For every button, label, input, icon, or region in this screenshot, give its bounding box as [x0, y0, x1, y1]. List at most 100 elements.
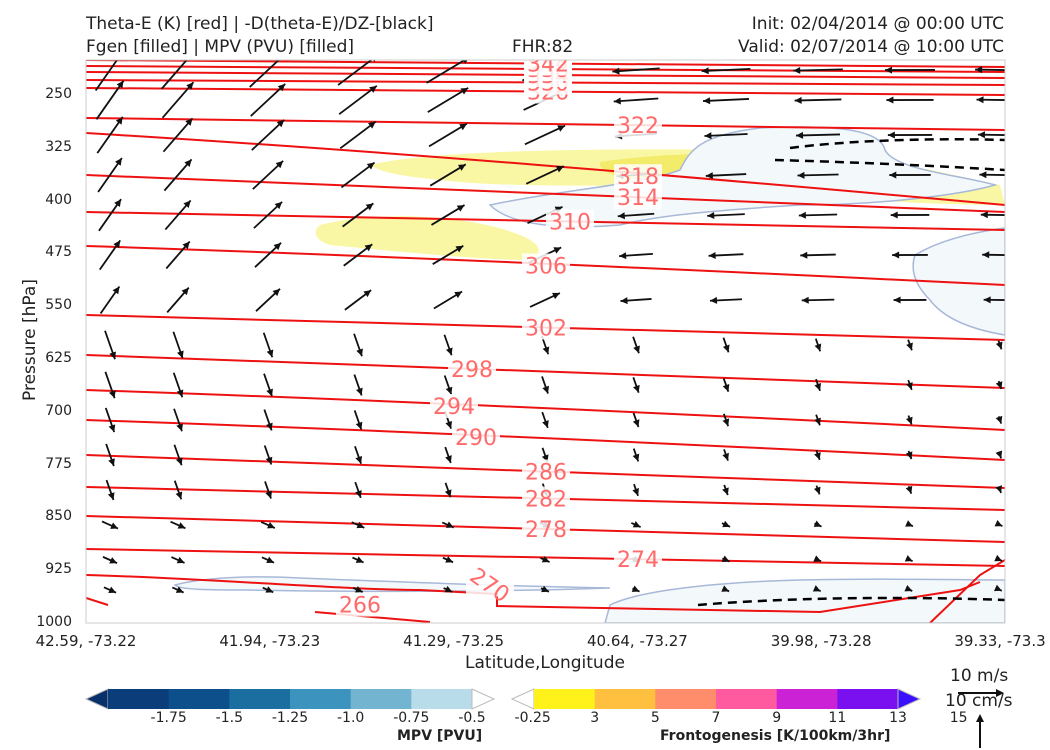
y-tick-label: 700	[45, 402, 72, 419]
wind-arrowhead	[364, 244, 373, 252]
wind-arrow	[796, 133, 840, 137]
wind-arrowhead	[980, 211, 988, 219]
valid-time: Valid: 02/07/2014 @ 10:00 UTC	[738, 37, 1004, 57]
wind-arrowhead	[704, 132, 712, 140]
contour-label-bg	[522, 486, 570, 511]
wind-arrowhead	[183, 200, 191, 209]
theta-e-label: 278	[525, 518, 567, 543]
wind-arrowhead	[175, 586, 184, 593]
x-tick-label: 42.59, -73.22	[35, 632, 137, 650]
wind-arrowhead	[460, 87, 469, 95]
contour-label-bg	[522, 459, 570, 484]
wind-key-arrow	[958, 689, 1004, 748]
y-tick-label: 775	[45, 455, 72, 472]
wind-arrowhead	[455, 245, 464, 253]
theta-e-label: 306	[525, 255, 567, 280]
wind-arrowhead	[631, 585, 640, 592]
colorbar-tick-label: -1.75	[150, 710, 187, 726]
wind-arrow	[339, 120, 377, 150]
wind-arrowhead	[265, 490, 272, 499]
wind-arrowhead	[722, 520, 731, 528]
wind-arrowhead	[541, 585, 549, 593]
wind-arrowhead	[355, 421, 363, 430]
colorbar-tick-label: -1.0	[336, 710, 365, 726]
theta-e-label: 310	[549, 210, 591, 235]
theta-e-contour-322	[86, 117, 1005, 131]
wind-arrowhead	[107, 492, 115, 500]
wind-arrow	[701, 67, 751, 73]
contour-label-bg	[522, 315, 570, 340]
wind-arrowhead	[613, 97, 621, 105]
wind-arrowhead	[721, 555, 730, 562]
theta-e-label: 322	[617, 114, 659, 139]
wind-arrowhead	[462, 60, 468, 64]
wind-arrowhead	[812, 585, 821, 592]
wind-arrowhead	[175, 491, 183, 500]
wind-arrowhead	[798, 211, 806, 219]
wind-arrowhead	[363, 290, 372, 298]
contour-label-bg	[522, 253, 570, 278]
wind-arrowhead	[813, 555, 822, 562]
forecast-hour: FHR:82	[512, 37, 574, 57]
theta-e-label: 290	[455, 426, 497, 451]
x-axis-label: Latitude,Longitude	[465, 653, 625, 673]
wind-arrowhead	[906, 342, 913, 351]
wind-arrowhead	[995, 450, 1003, 459]
wind-arrowhead	[906, 382, 913, 390]
wind-arrowhead	[445, 521, 454, 528]
wind-arrowhead	[904, 555, 913, 562]
colorbar-tick-label: 11	[828, 710, 847, 726]
wind-arrowhead	[267, 522, 275, 529]
wind-arrowhead	[457, 164, 466, 171]
theta-e-label: 282	[525, 488, 567, 513]
wind-arrowhead	[995, 415, 1003, 424]
y-tick-label: 850	[45, 508, 72, 525]
wind-arrowhead	[365, 203, 374, 211]
theta-e-contour-298	[86, 354, 1005, 389]
wind-arrow	[338, 85, 378, 115]
wind-arrowhead	[982, 251, 990, 259]
wind-arrowhead	[109, 557, 118, 564]
wind-arrowhead	[552, 292, 560, 300]
wind-arrowhead	[617, 212, 625, 220]
wind-arrowhead	[186, 82, 194, 90]
wind-arrowhead	[541, 555, 550, 563]
wind-arrowhead	[108, 586, 117, 594]
wind-arrowhead	[975, 66, 983, 74]
contour-labels: 266 2702742782822862902942983023063103143…	[336, 53, 662, 619]
wind-arrowhead	[722, 487, 729, 496]
wind-arrow	[428, 122, 468, 148]
colorbar-tick-label: -0.5	[458, 710, 486, 726]
colorbar-tick-label: 13	[889, 710, 907, 726]
colorbar-extend-low	[84, 688, 109, 710]
wind-arrow	[975, 68, 1005, 71]
wind-arrowhead	[444, 489, 452, 498]
wind-arrow	[250, 83, 286, 117]
colorbar-swatch	[229, 689, 291, 709]
wind-arrowhead	[905, 416, 913, 425]
wind-arrowhead	[722, 452, 729, 461]
contour-label-bg	[614, 547, 662, 572]
wind-arrow	[427, 87, 469, 113]
wind-arrowhead	[266, 556, 275, 564]
wind-arrowhead	[813, 486, 821, 495]
wind-arrow	[249, 60, 281, 88]
wind-arrowhead	[356, 348, 363, 357]
wind-arrowhead	[112, 286, 120, 295]
wind-arrowhead	[542, 385, 549, 394]
wind-arrowhead	[176, 556, 185, 564]
wind-arrowhead	[814, 343, 822, 352]
wind-arrow	[94, 60, 119, 91]
wind-arrowhead	[542, 346, 550, 355]
wind-arrowhead	[889, 171, 897, 179]
contour-label-bg	[614, 185, 662, 210]
mpv-colorbar	[84, 688, 496, 710]
wind-arrowhead	[354, 586, 363, 593]
y-tick-label: 400	[45, 191, 72, 208]
wind-arrowhead	[633, 384, 640, 393]
wind-arrow	[977, 133, 1005, 136]
wind-arrowhead	[187, 51, 194, 59]
theta-e-label: 342	[527, 53, 569, 78]
wind-arrowhead	[181, 287, 189, 296]
wind-arrowhead	[983, 296, 991, 304]
